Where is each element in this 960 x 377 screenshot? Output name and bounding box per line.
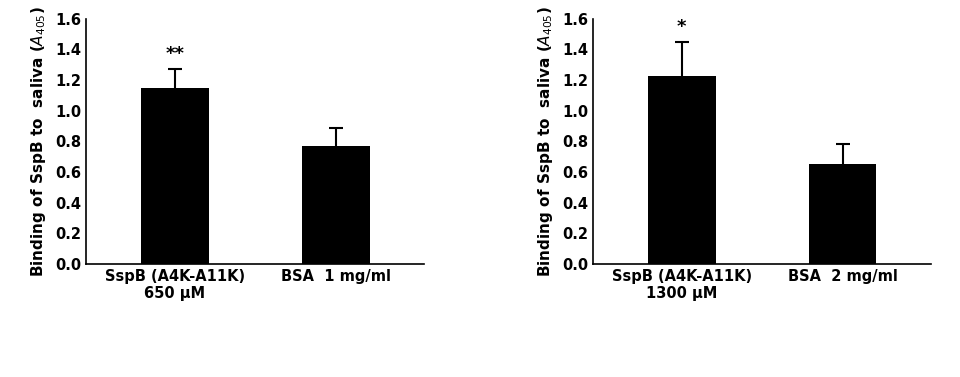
Bar (809, 164, 876, 264)
Text: **: ** (165, 45, 184, 63)
Text: *: * (677, 18, 686, 36)
Y-axis label: Binding of SspB to  saliva ($A_{405}$): Binding of SspB to saliva ($A_{405}$) (30, 6, 48, 277)
Y-axis label: Binding of SspB to  saliva ($A_{405}$): Binding of SspB to saliva ($A_{405}$) (537, 6, 555, 277)
Bar (648, 75, 715, 264)
Bar (141, 88, 208, 264)
Bar (302, 146, 370, 264)
